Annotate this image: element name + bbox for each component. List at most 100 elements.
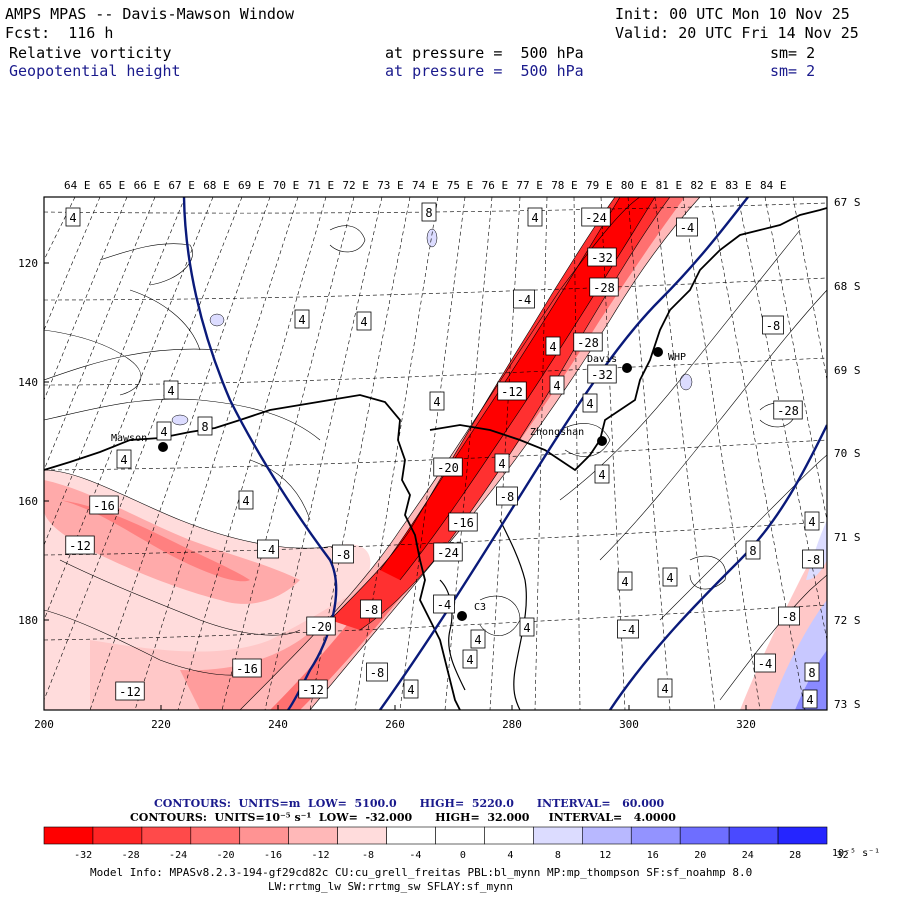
svg-text:4: 4 [586, 397, 593, 411]
svg-text:-28: -28 [593, 281, 615, 295]
x-tick-label: 260 [385, 718, 405, 731]
axis-ticks [43, 262, 747, 710]
contour-label: 4 [163, 380, 179, 400]
colorbar-segment [777, 826, 828, 845]
lon-label: 67 E [168, 179, 195, 192]
svg-text:-4: -4 [680, 221, 694, 235]
svg-text:-4: -4 [517, 293, 531, 307]
contour-label: 4 [549, 375, 565, 395]
contour-label: -20 [433, 457, 463, 477]
lon-label: 66 E [134, 179, 161, 192]
svg-text:-32: -32 [591, 251, 613, 265]
model-info-line2: LW:rrtmg_lw SW:rrtmg_sw SFLAY:sf_mynn [268, 880, 514, 893]
colorbar-segment [582, 826, 632, 845]
contour-label: 4 [582, 393, 598, 413]
field2-smoothing: sm= 2 [770, 62, 816, 80]
contour-label: -20 [306, 616, 336, 636]
colorbar-segment [239, 826, 289, 845]
svg-text:-16: -16 [236, 662, 258, 676]
svg-text:4: 4 [806, 693, 813, 707]
svg-text:4: 4 [120, 453, 127, 467]
contour-label: 4 [494, 453, 510, 473]
model-info-line1: Model Info: MPASv8.2.3-194-gf29cd82c CU:… [90, 866, 753, 879]
station-zhongshan: Zhongshan [530, 427, 607, 446]
contour-label: -4 [676, 217, 698, 237]
svg-text:4: 4 [433, 395, 440, 409]
svg-text:-8: -8 [500, 490, 514, 504]
y-tick-label: 140 [18, 376, 38, 389]
y-tick-label: 160 [18, 495, 38, 508]
svg-text:-20: -20 [310, 620, 332, 634]
contour-label: -8 [802, 549, 824, 569]
lon-label: 78 E [551, 179, 578, 192]
svg-text:-24: -24 [585, 211, 607, 225]
contour-label: -12 [115, 681, 145, 701]
svg-text:8: 8 [808, 666, 815, 680]
contour-label: -8 [778, 606, 800, 626]
contour-label: 4 [617, 571, 633, 591]
svg-text:-4: -4 [261, 543, 275, 557]
lon-label: 73 E [377, 179, 404, 192]
svg-text:-24: -24 [437, 546, 459, 560]
svg-text:4: 4 [666, 571, 673, 585]
colorbar-tick-label: 4 [507, 850, 513, 861]
lon-label: 77 E [516, 179, 543, 192]
colorbar-segment [190, 826, 241, 845]
contour-label: -12 [65, 535, 95, 555]
svg-text:-4: -4 [758, 657, 772, 671]
coastline [44, 394, 461, 710]
colorbar-tick-label: 0 [460, 850, 466, 861]
contour-label: 4 [116, 449, 132, 469]
lon-label: 80 E [621, 179, 648, 192]
y-tick-labels: 120 140 160 180 [18, 257, 38, 627]
svg-text:4: 4 [242, 494, 249, 508]
contour-label: -8 [496, 486, 518, 506]
stations: Mawson Davis WHP Zhongshan C3 [111, 347, 686, 621]
contour-label: -28 [573, 332, 603, 352]
vorticity-contour-info: CONTOURS: UNITS=10⁻⁵ s⁻¹ LOW= -32.000 HI… [130, 811, 676, 824]
x-tick-label: 320 [736, 718, 756, 731]
map-border [43, 196, 828, 711]
contour-label: -24 [581, 207, 611, 227]
contour-label: 4 [802, 689, 818, 709]
height-contour-5220 [609, 424, 827, 710]
svg-text:4: 4 [167, 384, 174, 398]
lon-label: 84 E [760, 179, 787, 192]
colorbar-segment [386, 826, 436, 845]
y-tick-label: 180 [18, 614, 38, 627]
colorbar-segment [435, 826, 485, 845]
svg-text:-8: -8 [766, 319, 780, 333]
contour-label: -24 [433, 542, 463, 562]
field1-smoothing: sm= 2 [770, 44, 816, 62]
station-dot-icon [653, 347, 663, 357]
svg-text:4: 4 [498, 457, 505, 471]
x-tick-label: 300 [619, 718, 639, 731]
colorbar-segment [630, 826, 681, 845]
colorbar-tick-label: -24 [169, 850, 187, 861]
lon-label: 82 E [690, 179, 717, 192]
colorbar-segment [92, 826, 143, 845]
station-c3: C3 [457, 602, 486, 621]
svg-text:-32: -32 [591, 368, 613, 382]
x-tick-label: 220 [151, 718, 171, 731]
svg-text:-12: -12 [501, 385, 523, 399]
x-tick-label: 280 [502, 718, 522, 731]
colorbar-tick-label: 32 [837, 850, 849, 861]
svg-text:-28: -28 [777, 404, 799, 418]
colorbar-tick-label: 12 [599, 850, 611, 861]
colorbar-tick-label: 8 [555, 850, 561, 861]
svg-text:-4: -4 [621, 623, 635, 637]
svg-text:4: 4 [531, 211, 538, 225]
lon-label: 68 E [203, 179, 230, 192]
lon-label: 81 E [656, 179, 683, 192]
contour-label: 4 [804, 511, 820, 531]
colorbar-tick-label: -20 [217, 850, 235, 861]
station-dot-icon [158, 442, 168, 452]
colorbar-labels: -32 -28 -24 -20 -16 -12 -8 -4 0 4 8 12 16 20 24 28 32 [74, 850, 849, 861]
lon-label: 75 E [447, 179, 474, 192]
contour-label: 8 [804, 662, 820, 682]
svg-text:4: 4 [160, 425, 167, 439]
colorbar-units: 10⁻⁵ s⁻¹ [832, 848, 880, 859]
contour-labels: 4 8 4 -24 -4 -32 -28 -4 4 4 -8 -28 4 -32 -12 4 4 4 4 -28 -20… [65, 202, 824, 709]
